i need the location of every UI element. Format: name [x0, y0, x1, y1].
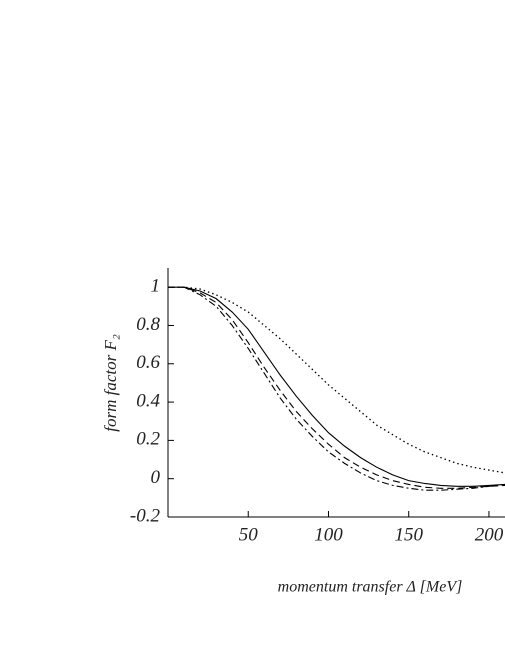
y-tick-label: 1: [151, 276, 161, 297]
y-tick-label: 0.2: [136, 429, 160, 450]
y-tick-label: 0.6: [136, 352, 160, 373]
series-line: [168, 286, 505, 489]
y-tick-label: 0.8: [136, 314, 160, 335]
x-tick-label: 50: [239, 524, 259, 545]
x-tick-label: 100: [314, 524, 343, 545]
series-line: [168, 286, 505, 474]
x-tick-label: 150: [394, 524, 423, 545]
series-line: [168, 286, 505, 491]
series-line: [168, 286, 505, 487]
y-tick-label: 0: [151, 467, 161, 488]
x-tick-label: 200: [475, 524, 504, 545]
y-tick-label: 0.4: [136, 390, 160, 411]
x-axis-label: momentum transfer Δ [MeV]: [278, 579, 463, 596]
y-axis-label: form factor F₂: [101, 334, 120, 432]
y-tick-label: -0.2: [130, 505, 161, 526]
